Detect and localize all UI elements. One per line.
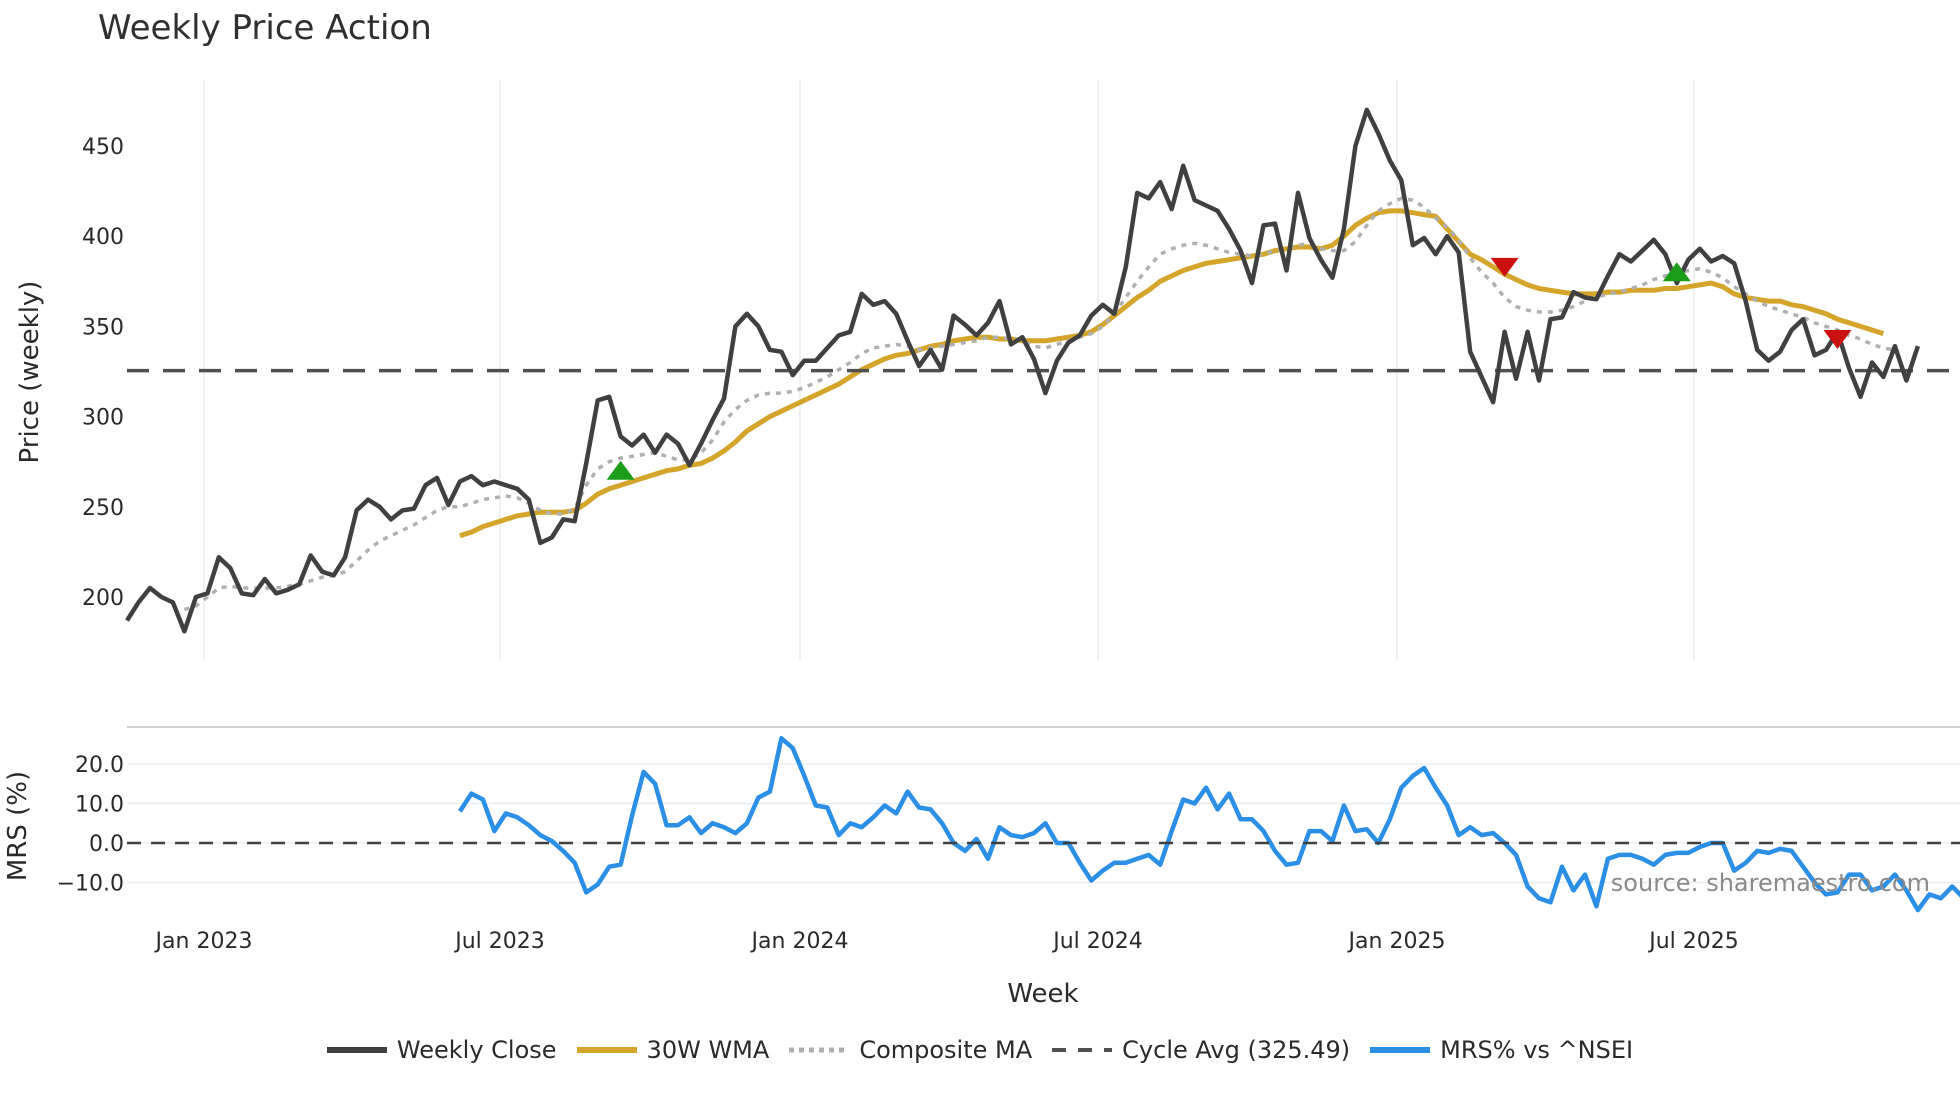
wma-line (459, 208, 1885, 539)
legend-label: Cycle Avg (325.49) (1122, 1036, 1351, 1064)
x-axis-label: Week (1007, 979, 1078, 1009)
x-axis-ticks: Jan 2023 Jul 2023 Jan 2024 Jul 2024 Jan 2025… (154, 929, 1739, 954)
buy-signal-triangle-up-icon (606, 460, 635, 480)
legend-label: MRS% vs ^NSEI (1440, 1036, 1634, 1064)
y-tick-label: 200 (82, 586, 124, 611)
y-tick-label: 250 (82, 496, 124, 521)
mrs-y-tick-label: 0.0 (89, 832, 124, 857)
mrs-y-axis-label: MRS (%) (3, 771, 33, 881)
legend-swatch-weekly-close (326, 1039, 387, 1061)
chart-canvas: 200 250 300 350 400 450 Price (weekly) 20.0 10… (3, 80, 1960, 1009)
x-tick-label: Jul 2025 (1647, 929, 1739, 954)
legend-label: Composite MA (859, 1036, 1033, 1064)
x-tick-label: Jul 2024 (1051, 929, 1143, 954)
mrs-y-tick-label: −10.0 (57, 872, 124, 897)
y-tick-label: 300 (82, 406, 124, 431)
mrs-y-axis-ticks: 20.0 10.0 0.0 −10.0 (57, 753, 124, 897)
price-y-axis-label: Price (weekly) (15, 281, 45, 464)
composite-ma-line (183, 196, 1896, 612)
legend: Weekly Close 30W WMA Composite MA Cycle … (0, 1036, 1960, 1064)
legend-item-composite-ma[interactable]: Composite MA (789, 1036, 1032, 1064)
legend-item-weekly-close[interactable]: Weekly Close (326, 1036, 557, 1064)
y-tick-label: 400 (82, 225, 124, 250)
legend-label: Weekly Close (396, 1036, 557, 1064)
mrs-y-tick-label: 20.0 (75, 753, 124, 778)
legend-swatch-30w-wma (576, 1039, 637, 1061)
legend-label: 30W WMA (646, 1036, 770, 1064)
buy-signal-triangle-up-icon (1662, 262, 1691, 282)
price-plot-area (125, 107, 1960, 634)
y-tick-label: 450 (82, 135, 124, 160)
price-y-axis-ticks: 200 250 300 350 400 450 (82, 135, 124, 611)
source-watermark: source: sharemaestro.com (1611, 869, 1930, 897)
x-tick-label: Jan 2025 (1347, 929, 1446, 954)
legend-swatch-cycle-avg (1052, 1039, 1113, 1061)
sell-signal-triangle-down-icon (1490, 257, 1519, 277)
mrs-y-tick-label: 10.0 (75, 793, 124, 818)
legend-item-30w-wma[interactable]: 30W WMA (576, 1036, 770, 1064)
x-tick-label: Jan 2023 (154, 929, 253, 954)
legend-item-mrs[interactable]: MRS% vs ^NSEI (1370, 1036, 1633, 1064)
legend-swatch-composite-ma (789, 1039, 850, 1061)
legend-swatch-mrs (1370, 1039, 1431, 1061)
sell-signal-triangle-down-icon (1823, 330, 1852, 350)
x-tick-label: Jan 2024 (750, 929, 849, 954)
signal-markers (606, 257, 1852, 480)
x-tick-label: Jul 2023 (453, 929, 545, 954)
weekly-close-line (125, 107, 1921, 634)
mrs-plot-area (127, 736, 1960, 913)
y-tick-label: 350 (82, 315, 124, 340)
legend-item-cycle-avg[interactable]: Cycle Avg (325.49) (1052, 1036, 1350, 1064)
chart-title: Weekly Price Action (98, 8, 432, 48)
